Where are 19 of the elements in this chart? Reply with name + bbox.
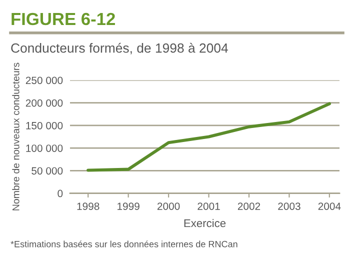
x-tick-label: 2002 (238, 202, 260, 210)
x-axis-title: Exercice (184, 218, 226, 228)
y-tick-label: 0 (58, 190, 63, 198)
line-series (86, 102, 331, 172)
x-tick-label: 1998 (77, 202, 100, 210)
y-tick-label: 250 000 (26, 76, 63, 84)
y-axis-title: Nombre de nouveaux conducteurs (12, 62, 20, 210)
x-tick-label: 2000 (157, 202, 180, 210)
x-tick-label: 2003 (278, 202, 300, 210)
text: *Estimations basées sur les données internes de RNCan (10, 240, 238, 248)
x-tick-label: 1999 (118, 202, 140, 210)
x-tick-label: 2004 (318, 202, 341, 210)
y-tick-label: 150 000 (26, 122, 63, 130)
y-tick-label: 100 000 (26, 144, 63, 152)
y-tick-label: 50 000 (32, 167, 63, 175)
chart-title: FIGURE 6-12 (12, 12, 115, 26)
y-tick-label: 200 000 (26, 99, 63, 107)
chart-subtitle: Conducteurs formés, de 1998 à 2004 (11, 42, 228, 54)
x-tick-label: 2001 (198, 202, 220, 210)
